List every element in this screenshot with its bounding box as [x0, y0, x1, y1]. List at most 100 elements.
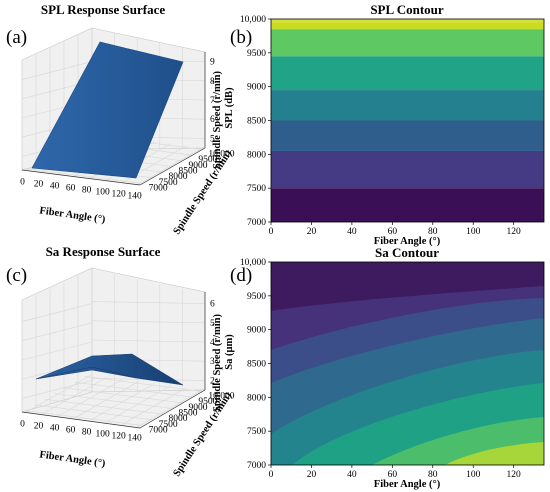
y-tick-label: 7000: [149, 426, 168, 436]
spl-x-axis-label: Fiber Angle (°): [39, 205, 107, 225]
x-tick-label: 100: [95, 188, 110, 198]
spl-z-axis-label: SPL (dB): [224, 87, 235, 129]
floor-gridline-y: [64, 387, 183, 404]
x-tick-label: 100: [466, 470, 481, 480]
sa-contour-fill: [271, 262, 544, 465]
y-tick-label: 8500: [179, 167, 198, 177]
x-tick-label: 40: [347, 227, 357, 237]
floor-gridline-y: [74, 381, 193, 398]
z-tick-label: 4: [210, 338, 215, 348]
x-tick-label: 60: [388, 470, 398, 480]
y-tick-label: 9500: [198, 397, 217, 407]
spl-contour-panel: SPL Contour 0 20 40 60 80 100 120 7000 7500 8000 8…: [212, 2, 545, 247]
x-tick-label: 20: [34, 179, 44, 189]
x-tick-label: 80: [428, 470, 438, 480]
sa-contour-level-7: [445, 442, 544, 465]
y-tick-label: 10,000: [208, 391, 234, 401]
panel-label-d: (d): [230, 265, 252, 286]
floor-gridline-y: [34, 404, 153, 421]
x-tick-label: 140: [128, 192, 143, 202]
wall-gridline-z-left: [21, 341, 93, 361]
x-tick-label: 0: [20, 177, 25, 187]
y-tick-label: 10,000: [208, 149, 234, 159]
z-tick-label: 2: [210, 376, 215, 386]
sa-z-axis-label: Sa (μm): [224, 334, 235, 370]
floor-gridline-y: [44, 398, 163, 415]
sa-x-axis-label: Fiber Angle (°): [39, 449, 107, 469]
y-tick-label: 9000: [247, 83, 266, 93]
wall-gridline-z-left: [21, 380, 93, 399]
sa-contour-x-label: Fiber Angle (°): [374, 479, 441, 490]
x-tick-label: 40: [50, 182, 60, 192]
z-tick-label: 8: [210, 77, 215, 87]
spl-contour-ticks: 0 20 40 60 80 100 120 7000 7500 8000 8500 9000 9500 1…: [240, 15, 521, 237]
sa-contour-y-label: Spindle Speed (r/min): [212, 313, 223, 412]
spl-contour-band-highlight: [271, 19, 544, 23]
x-tick-label: 0: [20, 419, 25, 429]
x-tick-label: 20: [307, 470, 317, 480]
y-tick-label: 9500: [198, 155, 217, 165]
y-tick-label: 7000: [149, 184, 168, 194]
spl-contour-band: [271, 56, 544, 91]
z-tick-label: 7: [210, 96, 215, 106]
z-tick-label: 9: [210, 58, 215, 68]
y-tick-label: 8500: [179, 409, 198, 419]
x-axis-line: [21, 169, 141, 186]
x-tick-label: 60: [388, 227, 398, 237]
y-tick-label: 8000: [169, 172, 188, 182]
y-tick-label: 7000: [247, 218, 266, 228]
z-tick-label: 5: [210, 134, 215, 144]
sa-contour-ticks: 0 20 40 60 80 100 120 7000 7500 8000 8500 9000 9500 1…: [240, 258, 521, 480]
floor-gridline-y: [54, 393, 173, 409]
x-tick-label: 120: [507, 470, 522, 480]
sa-surface-panel: Sa Response Surface 0 20 40 60 80 100 120 140 70…: [20, 244, 235, 479]
x-tick-label: 120: [112, 432, 127, 442]
spl-contour-band: [271, 120, 544, 151]
x-tick-label: 100: [95, 430, 110, 440]
spl-surface-title: SPL Response Surface: [41, 2, 165, 17]
spl-contour-band: [271, 188, 544, 222]
x-tick-label: 80: [428, 227, 438, 237]
spl-contour-band: [271, 150, 544, 189]
spl-contour-x-label: Fiber Angle (°): [374, 236, 441, 247]
spl-surface-panel: SPL Response Surface 0 20 40 60 80 100 120 140 7…: [20, 2, 235, 237]
spl-contour-band: [271, 29, 544, 57]
z-tick-label: 6: [210, 300, 215, 310]
floor-gridline-y: [24, 410, 143, 426]
y-tick-label: 7000: [247, 461, 266, 471]
y-tick-label: 7500: [247, 427, 266, 437]
x-tick-label: 60: [66, 184, 76, 194]
panel-label-c: (c): [6, 265, 27, 286]
y-tick-label: 8000: [247, 393, 266, 403]
x-tick-label: 120: [112, 190, 127, 200]
floor-gridline-y: [24, 168, 143, 184]
y-tick-label: 9000: [188, 403, 207, 413]
z-tick-label: 5: [210, 319, 215, 329]
y-tick-label: 8000: [247, 150, 266, 160]
y-tick-label: 7500: [159, 420, 178, 430]
sa-surface-title: Sa Response Surface: [46, 244, 161, 259]
back-wall-left-c: [21, 267, 93, 413]
sa-contour-title: Sa Contour: [375, 245, 439, 260]
spl-contour-bands: [271, 19, 544, 222]
y-tick-label: 7500: [159, 178, 178, 188]
x-tick-label: 140: [128, 434, 143, 444]
x-axis-line-c: [21, 411, 141, 429]
spl-contour-band: [271, 90, 544, 121]
panel-label-b: (b): [230, 27, 252, 48]
y-tick-label: 9000: [188, 161, 207, 171]
z-tick-label: 6: [210, 115, 215, 125]
wall-gridline-z: [91, 339, 206, 343]
sa-ticks: 0 20 40 60 80 100 120 140 7000750080008500900095…: [20, 300, 235, 444]
y-tick-label: 8500: [247, 360, 266, 370]
x-tick-label: 20: [34, 421, 44, 431]
panel-label-a: (a): [6, 27, 27, 48]
x-tick-label: 80: [82, 186, 92, 196]
y-tick-label: 9000: [247, 326, 266, 336]
x-tick-label: 20: [307, 227, 317, 237]
spl-contour-title: SPL Contour: [370, 2, 444, 17]
wall-gridline-z-left: [21, 61, 93, 80]
y-tick-label: 9500: [247, 292, 266, 302]
sa-surface-ridge: [35, 366, 137, 380]
